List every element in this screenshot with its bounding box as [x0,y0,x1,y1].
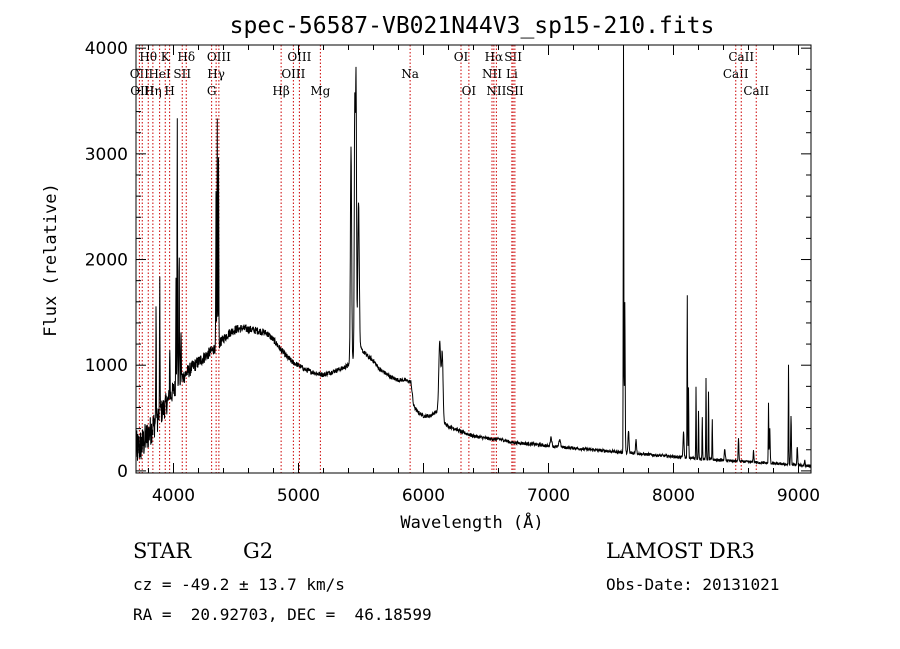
survey-release: LAMOST DR3 [606,539,755,563]
line-marker-label: Hα [485,50,504,64]
line-marker-label: G [207,84,217,98]
x-tick-label: 8000 [652,486,695,506]
y-tick-label: 1000 [85,356,128,376]
sky-coordinates: RA = 20.92703, DEC = 46.18599 [133,605,432,624]
x-tick-label: 7000 [527,486,570,506]
x-tick-label: 5000 [277,486,320,506]
line-marker-label: Hθ [139,50,157,64]
object-class: STAR [133,539,192,563]
line-marker-label: OIII [281,67,305,81]
line-marker-label: Li [506,67,518,81]
line-marker-label: NII [486,84,506,98]
x-tick-label: 9000 [777,486,820,506]
y-tick-label: 3000 [85,145,128,165]
plot-axes: 4000 5000 6000 7000 8000 9000 0 1000 2000 3000 400… [85,39,820,506]
y-tick-label: 0 [117,462,128,482]
spectrum-line [135,44,812,470]
x-tick-label: 4000 [152,486,195,506]
line-marker-label: Hη [144,84,162,98]
plot-frame [135,44,812,474]
y-axis-title: Flux (relative) [41,183,61,337]
line-marker-label: HeI [148,67,171,81]
line-markers: OIIOIIIHθHηHeIKHSIIHδGHγOIIIHβOIIIOIIIMg… [130,45,769,473]
line-marker-label: NII [482,67,502,81]
y-tick-label: 4000 [85,39,128,59]
line-marker-label: SII [506,84,524,98]
line-marker-label: Na [401,67,419,81]
line-marker-label: SII [504,50,522,64]
line-marker-label: K [161,50,171,64]
y-tick-label: 2000 [85,251,128,271]
line-marker-label: H [164,84,174,98]
line-marker-label: OII [130,67,150,81]
line-marker-label: Hβ [272,84,289,98]
line-marker-label: CaII [723,67,749,81]
line-marker-label: OIII [287,50,311,64]
line-marker-label: CaII [743,84,769,98]
redshift-value: cz = -49.2 ± 13.7 km/s [133,575,345,594]
line-marker-label: CaII [728,50,754,64]
line-marker-label: OI [454,50,469,64]
x-axis-title: Wavelength (Å) [400,511,543,533]
line-marker-label: SII [173,67,191,81]
chart-title: spec-56587-VB021N44V3_sp15-210.fits [230,13,715,39]
x-tick-label: 6000 [402,486,445,506]
line-marker-label: OI [462,84,477,98]
line-marker-label: Hγ [207,67,225,81]
line-marker-label: Mg [310,84,330,98]
line-marker-label: OIII [207,50,231,64]
line-marker-label: Hδ [177,50,195,64]
observation-date: Obs-Date: 20131021 [606,575,780,594]
object-subclass: G2 [243,539,274,563]
